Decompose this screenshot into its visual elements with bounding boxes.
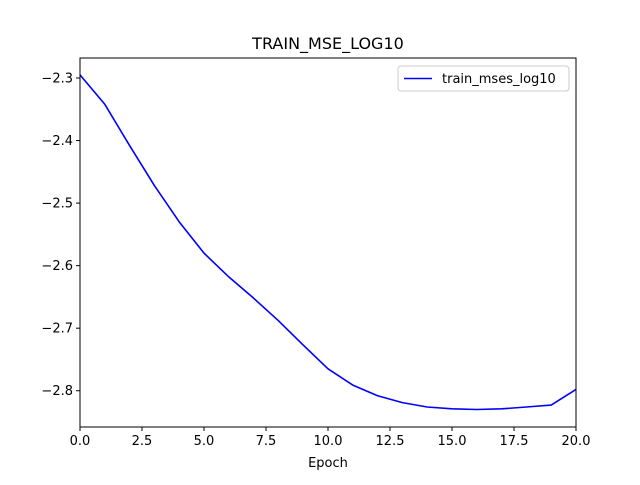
x-tick-label: 2.5: [132, 434, 153, 449]
y-tick-label: −2.3: [41, 72, 73, 87]
y-tick-label: −2.7: [41, 322, 73, 337]
y-tick-label: −2.4: [41, 134, 73, 149]
x-axis: 0.0 2.5 5.0 7.5 10.0 12.5 15.0 17.5 20.0: [70, 427, 591, 449]
x-tick-label: 10.0: [314, 434, 343, 449]
y-tick-label: −2.8: [41, 384, 73, 399]
x-tick-label: 0.0: [70, 434, 91, 449]
x-tick-label: 5.0: [194, 434, 215, 449]
x-tick-label: 15.0: [438, 434, 467, 449]
legend: train_mses_log10: [397, 65, 570, 92]
x-tick-label: 20.0: [562, 434, 591, 449]
series-line-0: [80, 74, 576, 411]
x-tick-label: 12.5: [376, 434, 405, 449]
x-tick-label: 7.5: [256, 434, 277, 449]
plot-background: [80, 58, 576, 427]
chart-title: TRAIN_MSE_LOG10: [251, 34, 404, 54]
y-tick-label: −2.5: [41, 197, 73, 212]
y-axis: −2.3 −2.4 −2.5 −2.6 −2.7 −2.8: [41, 72, 80, 399]
y-tick-label: −2.6: [41, 259, 73, 274]
legend-box: [397, 65, 570, 92]
plot-area: [79, 57, 577, 428]
legend-label: train_mses_log10: [442, 72, 556, 87]
x-tick-label: 17.5: [500, 434, 529, 449]
x-axis-label: Epoch: [308, 456, 348, 471]
